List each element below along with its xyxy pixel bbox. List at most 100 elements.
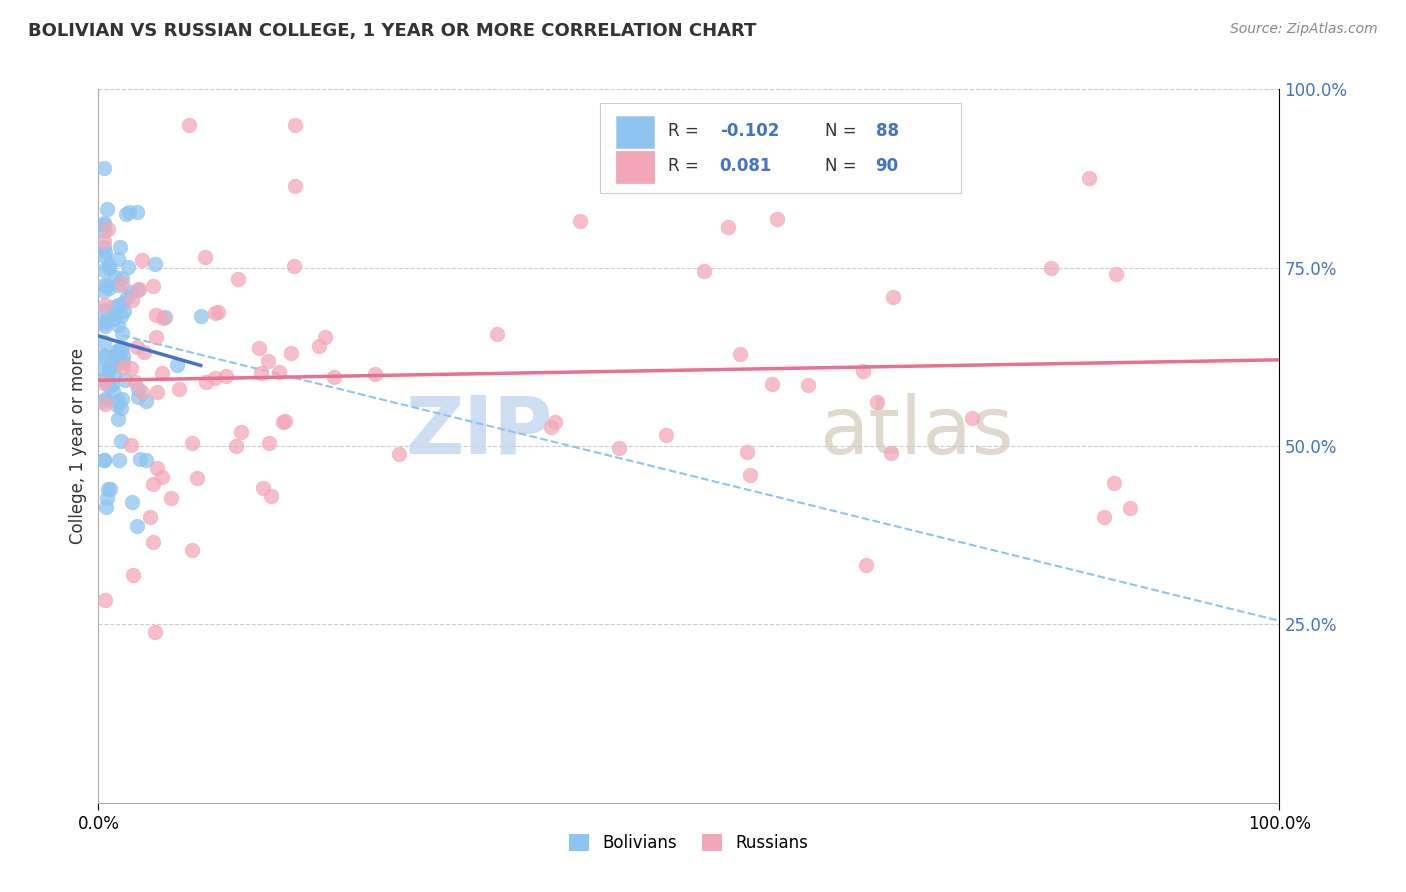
Point xyxy=(94,319,117,334)
Point xyxy=(765,211,787,226)
Point xyxy=(252,481,274,495)
Text: atlas: atlas xyxy=(818,392,1014,471)
Text: 0.081: 0.081 xyxy=(720,157,772,175)
Point xyxy=(93,592,115,607)
Point xyxy=(111,277,134,291)
Point xyxy=(387,447,409,461)
Y-axis label: College, 1 year or more: College, 1 year or more xyxy=(69,348,87,544)
Point xyxy=(247,341,270,355)
Point xyxy=(654,427,676,442)
Point xyxy=(761,376,783,391)
Point xyxy=(257,353,280,368)
Point xyxy=(146,385,169,400)
Point xyxy=(879,445,901,459)
Point xyxy=(897,124,920,138)
Point xyxy=(115,207,138,221)
Point xyxy=(166,358,188,372)
Point xyxy=(797,377,820,392)
Point xyxy=(101,384,124,399)
Point xyxy=(120,438,142,452)
Point xyxy=(98,379,121,393)
Point xyxy=(94,313,117,327)
Point xyxy=(108,352,131,367)
Point xyxy=(127,519,149,533)
Point xyxy=(568,214,591,228)
Point xyxy=(284,179,307,194)
Point xyxy=(117,260,139,274)
Point xyxy=(93,239,115,253)
Point xyxy=(267,365,290,379)
Point xyxy=(93,218,115,232)
Point xyxy=(107,318,129,332)
Point xyxy=(98,258,121,272)
Point xyxy=(260,489,283,503)
Point xyxy=(93,373,115,387)
Point xyxy=(141,279,163,293)
Point xyxy=(93,335,115,350)
Point xyxy=(855,558,877,572)
Point xyxy=(93,223,115,237)
Point xyxy=(111,343,134,357)
Point xyxy=(693,264,716,278)
Point xyxy=(96,491,118,505)
Point xyxy=(114,373,136,387)
Point xyxy=(93,348,115,362)
Point xyxy=(135,394,157,409)
Point xyxy=(93,161,115,175)
Point xyxy=(93,303,115,318)
Point xyxy=(322,369,344,384)
Point xyxy=(93,361,115,376)
Point xyxy=(150,470,173,484)
Point xyxy=(112,304,135,318)
Point xyxy=(127,205,149,219)
Point xyxy=(145,308,167,322)
Point xyxy=(314,330,336,344)
Point xyxy=(128,452,150,467)
Point xyxy=(190,309,212,323)
Point xyxy=(103,368,125,382)
Point xyxy=(1077,170,1099,185)
Point xyxy=(103,312,125,326)
Point xyxy=(145,257,167,271)
Point xyxy=(131,252,153,267)
Point xyxy=(98,360,121,375)
Point xyxy=(96,277,118,292)
Point xyxy=(152,310,174,325)
Point xyxy=(735,444,758,458)
Point xyxy=(93,249,115,263)
Point xyxy=(738,468,761,483)
Point xyxy=(181,435,204,450)
Point xyxy=(181,542,204,557)
Point xyxy=(108,240,131,254)
Point xyxy=(98,260,121,275)
Point xyxy=(127,340,149,354)
Point xyxy=(139,509,162,524)
Point xyxy=(204,371,226,385)
Point xyxy=(1118,500,1140,515)
Point xyxy=(728,347,751,361)
Text: R =: R = xyxy=(668,157,703,175)
Point xyxy=(105,346,128,360)
Point xyxy=(111,360,134,375)
FancyBboxPatch shape xyxy=(600,103,960,193)
Point xyxy=(111,271,134,285)
Point xyxy=(540,419,562,434)
Point xyxy=(153,310,176,325)
Point xyxy=(98,483,121,497)
Point xyxy=(135,453,157,467)
Point xyxy=(110,309,132,323)
Point xyxy=(207,305,229,319)
Point xyxy=(486,327,509,342)
Point xyxy=(93,263,115,277)
Point xyxy=(229,425,252,439)
Point xyxy=(94,397,117,411)
Point xyxy=(960,411,983,425)
Text: ZIP: ZIP xyxy=(406,392,553,471)
Point xyxy=(215,369,238,384)
Point xyxy=(127,391,149,405)
Point xyxy=(97,281,120,295)
Point xyxy=(226,272,249,286)
Point xyxy=(107,298,129,312)
Text: Source: ZipAtlas.com: Source: ZipAtlas.com xyxy=(1230,22,1378,37)
Point xyxy=(132,344,155,359)
